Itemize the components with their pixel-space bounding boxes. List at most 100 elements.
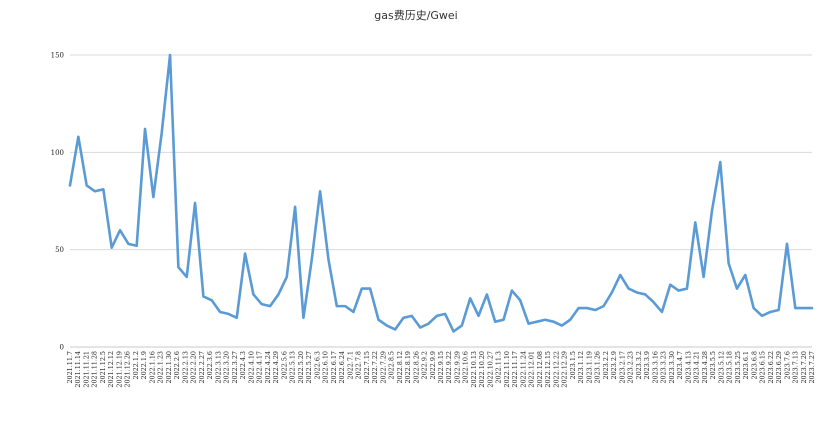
x-tick-label: 2022.4.10	[247, 351, 255, 384]
data-point	[561, 324, 563, 327]
data-point	[594, 309, 597, 311]
x-tick-label: 2022.1.23	[157, 351, 165, 384]
data-point	[277, 293, 280, 296]
data-point	[761, 315, 763, 317]
x-tick-label: 2022.1.30	[165, 351, 173, 384]
data-point	[586, 307, 588, 309]
data-point	[477, 315, 480, 317]
x-tick-label: 2022.1.16	[148, 351, 156, 384]
x-tick-label: 2023.1.12	[577, 351, 585, 384]
grid-lines	[70, 54, 812, 348]
data-point	[177, 266, 180, 268]
data-point	[344, 305, 346, 307]
x-tick-label: 2022.11.10	[503, 351, 511, 388]
data-point	[227, 313, 230, 315]
data-point	[486, 293, 488, 296]
x-tick-label: 2023.4.7	[676, 351, 684, 379]
data-point	[536, 320, 538, 323]
data-point	[69, 184, 71, 187]
x-tick-label: 2023.5.5	[709, 351, 717, 379]
data-point	[327, 258, 330, 261]
data-point	[786, 243, 788, 245]
data-point	[752, 307, 755, 309]
data-point	[394, 328, 396, 331]
data-point	[169, 54, 171, 56]
data-point	[669, 283, 672, 286]
x-tick-label: 2023.3.9	[643, 351, 651, 379]
x-tick-label: 2022.4.17	[256, 351, 264, 384]
data-point	[185, 276, 188, 278]
x-tick-label: 2022.4.24	[264, 351, 272, 384]
x-tick-label: 2022.3.20	[223, 351, 231, 384]
x-tick-label: 2023.1.26	[594, 351, 602, 384]
x-tick-label: 2023.3.16	[651, 351, 659, 384]
x-tick-label: 2023.7.27	[808, 351, 816, 384]
x-tick-label: 2023.5.25	[734, 351, 742, 384]
data-point	[811, 307, 813, 309]
data-point	[461, 324, 463, 327]
data-point	[302, 317, 305, 319]
y-axis-ticks: 0 50 100 150	[51, 52, 64, 352]
data-point	[711, 209, 713, 212]
x-tick-label: 2022.4.3	[239, 351, 247, 379]
series-layer	[68, 53, 814, 333]
x-tick-label: 2022.1.9	[140, 351, 148, 379]
x-tick-label: 2022.9.9	[429, 351, 437, 379]
x-tick-label: 2022.12.01	[528, 351, 536, 388]
x-tick-label: 2023.3.30	[668, 351, 676, 384]
data-point	[577, 307, 580, 309]
data-point	[677, 289, 680, 292]
x-tick-label: 2022.7.29	[379, 351, 387, 384]
x-tick-label: 2022.11.3	[495, 351, 503, 384]
data-point	[210, 299, 213, 302]
data-point	[219, 311, 221, 313]
series-line	[68, 53, 814, 333]
x-tick-label: 2022.8.19	[404, 351, 412, 384]
x-tick-label: 2022.3.6	[206, 351, 214, 379]
x-tick-label: 2023.2.17	[618, 351, 626, 384]
x-tick-label: 2023.5.12	[717, 351, 725, 384]
x-tick-label: 2023.1.5	[569, 351, 577, 379]
x-tick-label: 2022.3.13	[214, 351, 222, 384]
data-point	[602, 305, 605, 307]
data-point	[127, 243, 130, 245]
x-tick-label: 2021.11.28	[91, 351, 99, 388]
data-point	[319, 190, 321, 193]
data-point	[694, 221, 697, 224]
data-point	[377, 318, 380, 321]
x-tick-label: 2021.12.12	[107, 351, 115, 388]
data-point	[527, 322, 530, 325]
data-point	[719, 161, 722, 163]
data-point	[135, 244, 138, 247]
x-tick-label: 2021.12.26	[124, 351, 132, 388]
x-tick-label: 2022.9.2	[421, 351, 429, 379]
data-point	[511, 289, 513, 292]
x-tick-label: 2023.2.23	[627, 351, 635, 384]
x-tick-label: 2022.2.6	[173, 351, 181, 379]
x-tick-label: 2023.6.15	[759, 351, 767, 384]
x-tick-label: 2022.3.27	[231, 351, 239, 384]
x-tick-label: 2022.6.3	[313, 351, 321, 379]
data-point	[252, 293, 255, 296]
data-point	[519, 299, 522, 302]
x-tick-label: 2023.6.22	[767, 351, 775, 384]
x-tick-label: 2022.9.29	[453, 351, 461, 384]
data-point	[160, 132, 163, 134]
data-point	[285, 276, 288, 278]
x-axis-ticks: 2021.11.7 2021.11.14 2021.11.21 2021.11.28 2…	[66, 351, 816, 388]
x-tick-label: 2022.5.6	[280, 351, 288, 379]
data-point	[352, 311, 355, 313]
x-tick-label: 2023.1.19	[585, 351, 593, 384]
data-point	[202, 295, 205, 298]
x-tick-label: 2022.5.20	[297, 351, 305, 384]
data-point	[611, 291, 613, 294]
x-tick-label: 2022.12.08	[536, 351, 544, 388]
data-point	[269, 305, 271, 307]
x-tick-label: 2022.12.22	[552, 351, 560, 388]
x-tick-label: 2022.10.6	[462, 351, 470, 384]
x-tick-label: 2022.7.22	[371, 351, 379, 384]
data-point	[419, 326, 421, 329]
data-point	[636, 291, 638, 294]
y-tick-label: 0	[60, 344, 64, 352]
